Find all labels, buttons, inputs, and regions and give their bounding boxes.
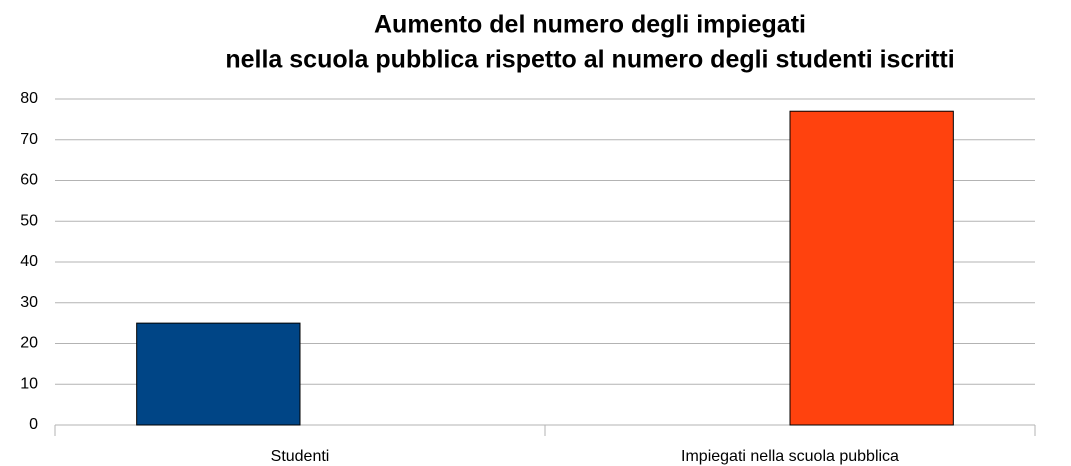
- chart-title: nella scuola pubblica rispetto al numero…: [225, 46, 954, 74]
- y-tick-label: 50: [20, 212, 38, 229]
- x-tick-label: Impiegati nella scuola pubblica: [681, 448, 899, 465]
- y-tick-label: 20: [20, 335, 38, 352]
- chart-title: Aumento del numero degli impiegati: [374, 11, 806, 39]
- y-tick-label: 60: [20, 172, 38, 189]
- y-tick-label: 10: [20, 375, 38, 392]
- bar: [136, 322, 301, 426]
- x-tick-label: Studenti: [271, 448, 330, 465]
- y-tick-label: 30: [20, 294, 38, 311]
- y-tick-label: 40: [20, 253, 38, 270]
- y-tick-label: 0: [29, 416, 38, 433]
- bar: [789, 110, 954, 426]
- y-tick-label: 80: [20, 90, 38, 107]
- y-tick-label: 70: [20, 131, 38, 148]
